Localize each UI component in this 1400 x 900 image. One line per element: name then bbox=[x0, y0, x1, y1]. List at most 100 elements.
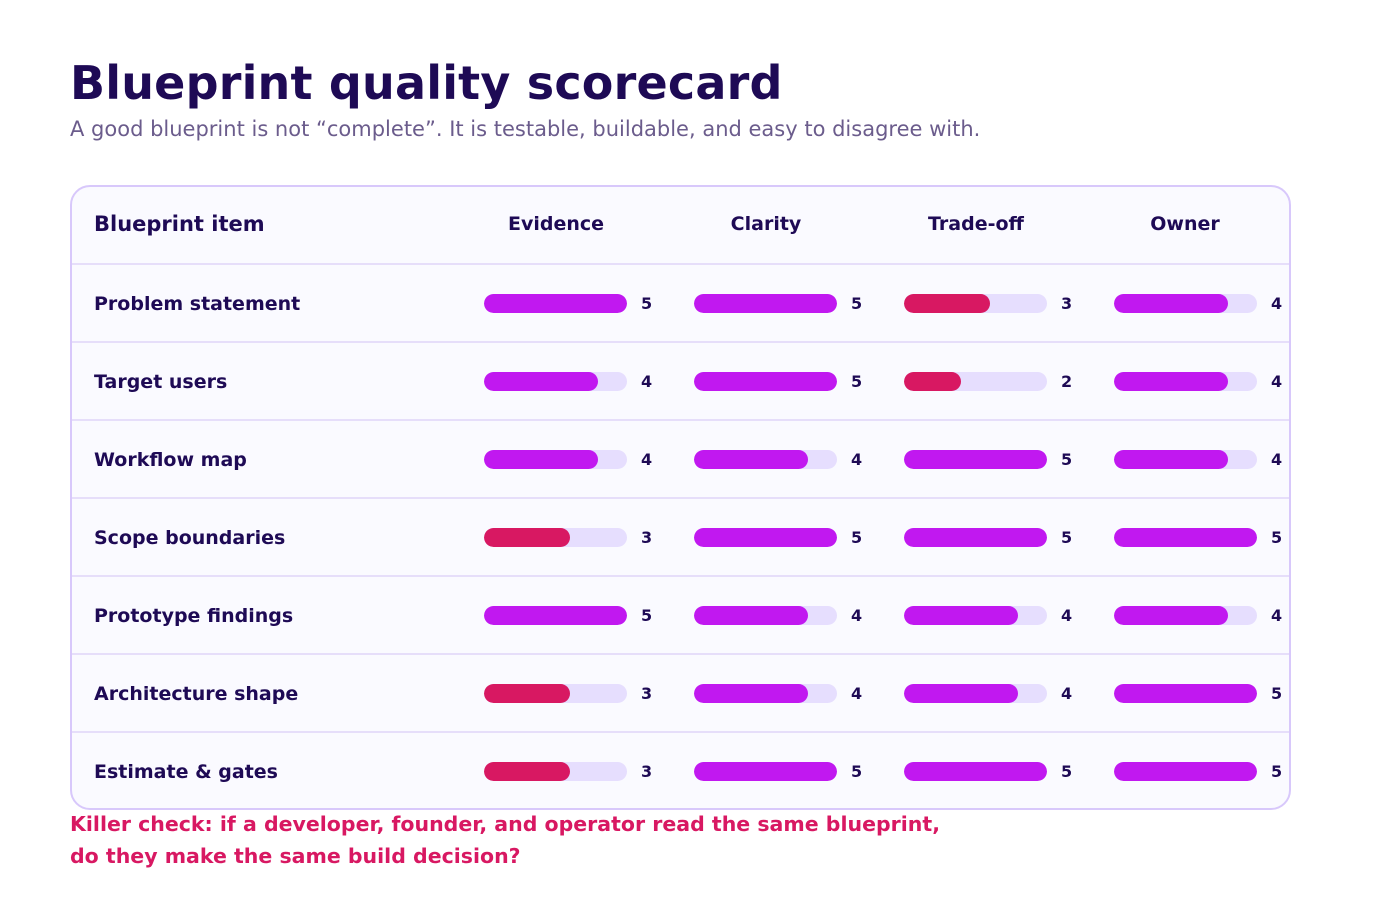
row-item-label: Prototype findings bbox=[94, 605, 294, 627]
page-title: Blueprint quality scorecard bbox=[70, 56, 783, 110]
score-bar-fill bbox=[694, 606, 808, 625]
score-value: 4 bbox=[1061, 684, 1073, 703]
score-cell-evidence: 5 bbox=[484, 265, 684, 343]
score-cell-trade-off: 3 bbox=[904, 265, 1104, 343]
score-bar-track bbox=[484, 762, 627, 781]
score-value: 5 bbox=[1061, 450, 1073, 469]
score-bar-track bbox=[694, 606, 837, 625]
score-bar-fill bbox=[694, 528, 837, 547]
score-cell-evidence: 3 bbox=[484, 655, 684, 733]
score-bar-fill bbox=[484, 528, 570, 547]
score-value: 5 bbox=[641, 606, 653, 625]
score-cell-clarity: 5 bbox=[694, 343, 894, 421]
row-item-label: Estimate & gates bbox=[94, 761, 278, 783]
score-bar-track bbox=[484, 372, 627, 391]
score-value: 3 bbox=[641, 762, 653, 781]
score-bar-track bbox=[1114, 528, 1257, 547]
score-value: 4 bbox=[1271, 450, 1283, 469]
score-value: 5 bbox=[1271, 528, 1283, 547]
score-cell-evidence: 5 bbox=[484, 577, 684, 655]
score-bar-track bbox=[1114, 450, 1257, 469]
score-bar-track bbox=[484, 684, 627, 703]
score-bar-fill bbox=[484, 372, 598, 391]
score-cell-evidence: 3 bbox=[484, 733, 684, 808]
score-cell-trade-off: 5 bbox=[904, 499, 1104, 577]
score-bar-fill bbox=[1114, 372, 1228, 391]
score-value: 3 bbox=[1061, 294, 1073, 313]
score-value: 5 bbox=[1271, 684, 1283, 703]
score-value: 5 bbox=[1271, 762, 1283, 781]
score-bar-fill bbox=[484, 762, 570, 781]
score-bar-fill bbox=[1114, 528, 1257, 547]
score-bar-track bbox=[904, 450, 1047, 469]
column-header-owner: Owner bbox=[1150, 213, 1220, 235]
score-bar-fill bbox=[694, 450, 808, 469]
score-cell-clarity: 5 bbox=[694, 733, 894, 808]
table-row: Prototype findings 5 4 4 4 bbox=[72, 575, 1289, 655]
score-cell-owner: 4 bbox=[1114, 343, 1289, 421]
killer-check-note: Killer check: if a developer, founder, a… bbox=[70, 808, 940, 872]
score-value: 4 bbox=[641, 372, 653, 391]
score-bar-fill bbox=[484, 684, 570, 703]
score-bar-track bbox=[904, 762, 1047, 781]
score-bar-track bbox=[904, 294, 1047, 313]
score-bar-fill bbox=[694, 684, 808, 703]
score-cell-clarity: 4 bbox=[694, 577, 894, 655]
item-column-header: Blueprint item bbox=[94, 212, 265, 236]
score-value: 2 bbox=[1061, 372, 1073, 391]
score-value: 4 bbox=[851, 606, 863, 625]
table-row: Target users 4 5 2 4 bbox=[72, 341, 1289, 421]
score-bar-fill bbox=[904, 372, 961, 391]
score-cell-owner: 4 bbox=[1114, 577, 1289, 655]
score-value: 5 bbox=[1061, 762, 1073, 781]
score-value: 5 bbox=[1061, 528, 1073, 547]
score-bar-fill bbox=[904, 606, 1018, 625]
score-cell-owner: 4 bbox=[1114, 265, 1289, 343]
column-header-trade-off: Trade-off bbox=[928, 213, 1024, 235]
score-bar-fill bbox=[484, 606, 627, 625]
score-bar-fill bbox=[694, 372, 837, 391]
score-bar-track bbox=[484, 450, 627, 469]
score-bar-track bbox=[1114, 762, 1257, 781]
score-bar-track bbox=[904, 606, 1047, 625]
score-bar-fill bbox=[1114, 450, 1228, 469]
score-cell-owner: 4 bbox=[1114, 421, 1289, 499]
score-bar-track bbox=[694, 450, 837, 469]
score-cell-clarity: 5 bbox=[694, 265, 894, 343]
score-bar-fill bbox=[1114, 762, 1257, 781]
killer-check-line-1: Killer check: if a developer, founder, a… bbox=[70, 812, 940, 836]
score-bar-fill bbox=[904, 450, 1047, 469]
score-bar-track bbox=[694, 528, 837, 547]
table-row: Workflow map 4 4 5 4 bbox=[72, 419, 1289, 499]
column-header-evidence: Evidence bbox=[507, 213, 605, 235]
score-bar-fill bbox=[904, 528, 1047, 547]
row-item-label: Target users bbox=[94, 371, 228, 393]
score-value: 3 bbox=[641, 528, 653, 547]
score-cell-clarity: 4 bbox=[694, 421, 894, 499]
score-bar-track bbox=[904, 372, 1047, 391]
column-header-clarity: Clarity bbox=[730, 213, 802, 235]
score-bar-fill bbox=[904, 294, 990, 313]
score-bar-track bbox=[694, 762, 837, 781]
table-row: Scope boundaries 3 5 5 5 bbox=[72, 497, 1289, 577]
score-cell-trade-off: 4 bbox=[904, 655, 1104, 733]
score-cell-evidence: 4 bbox=[484, 343, 684, 421]
score-bar-fill bbox=[694, 294, 837, 313]
score-bar-track bbox=[1114, 372, 1257, 391]
score-bar-track bbox=[484, 606, 627, 625]
score-bar-track bbox=[1114, 606, 1257, 625]
score-bar-fill bbox=[694, 762, 837, 781]
score-cell-clarity: 4 bbox=[694, 655, 894, 733]
score-cell-trade-off: 5 bbox=[904, 421, 1104, 499]
table-row: Problem statement 5 5 3 4 bbox=[72, 263, 1289, 343]
score-value: 5 bbox=[851, 294, 863, 313]
score-cell-trade-off: 4 bbox=[904, 577, 1104, 655]
score-value: 4 bbox=[851, 684, 863, 703]
score-value: 4 bbox=[641, 450, 653, 469]
row-item-label: Problem statement bbox=[94, 293, 301, 315]
score-bar-track bbox=[904, 684, 1047, 703]
score-value: 3 bbox=[641, 684, 653, 703]
score-cell-owner: 5 bbox=[1114, 733, 1289, 808]
killer-check-line-2: do they make the same build decision? bbox=[70, 844, 521, 868]
score-bar-track bbox=[1114, 294, 1257, 313]
